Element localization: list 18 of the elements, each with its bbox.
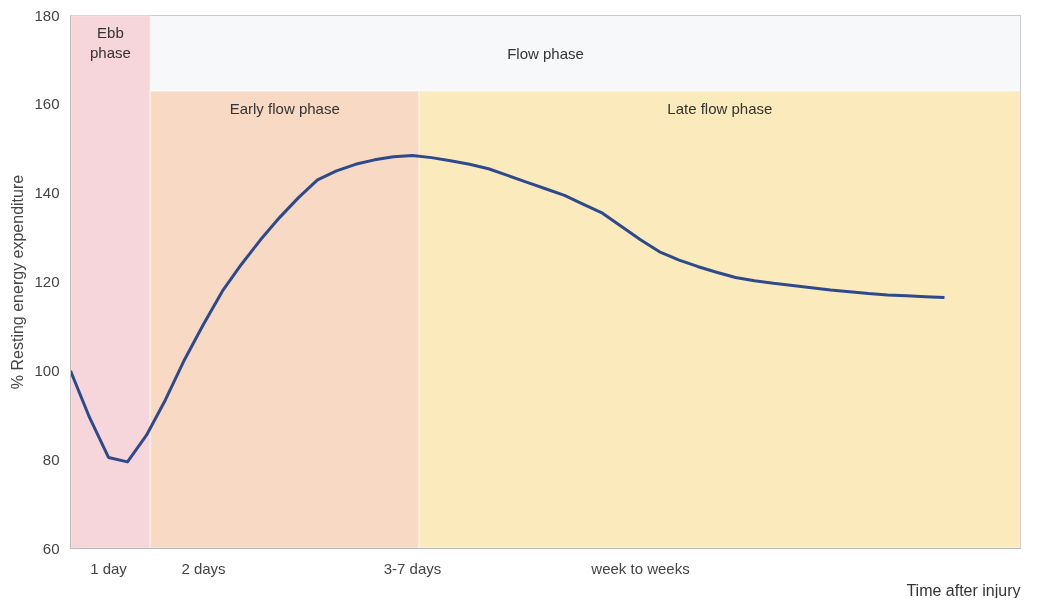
- y-tick-label: 100: [34, 361, 60, 379]
- x-tick-label: 2 days: [181, 559, 226, 577]
- x-tick-label: week to weeks: [590, 559, 690, 577]
- band-label: Flow phase: [507, 44, 584, 62]
- y-tick-label: 120: [34, 273, 60, 290]
- y-tick-label: 60: [42, 539, 60, 557]
- x-axis-title: Time after injury: [906, 581, 1021, 599]
- y-tick-label: 80: [42, 450, 60, 468]
- y-tick-label: 160: [34, 95, 60, 113]
- line-series: [70, 153, 946, 464]
- y-tick-label: 180: [34, 6, 60, 24]
- annotation: Ebb phase: [89, 24, 131, 62]
- x-tick-label: 3-7 days: [383, 559, 442, 577]
- annotation: Late flow phase: [667, 99, 773, 117]
- annotation: Early flow phase: [229, 99, 340, 117]
- y-axis-title: % Resting energy expenditure: [9, 174, 27, 390]
- x-tick-label: 1 day: [90, 559, 128, 577]
- y-tick-label: 140: [34, 184, 60, 202]
